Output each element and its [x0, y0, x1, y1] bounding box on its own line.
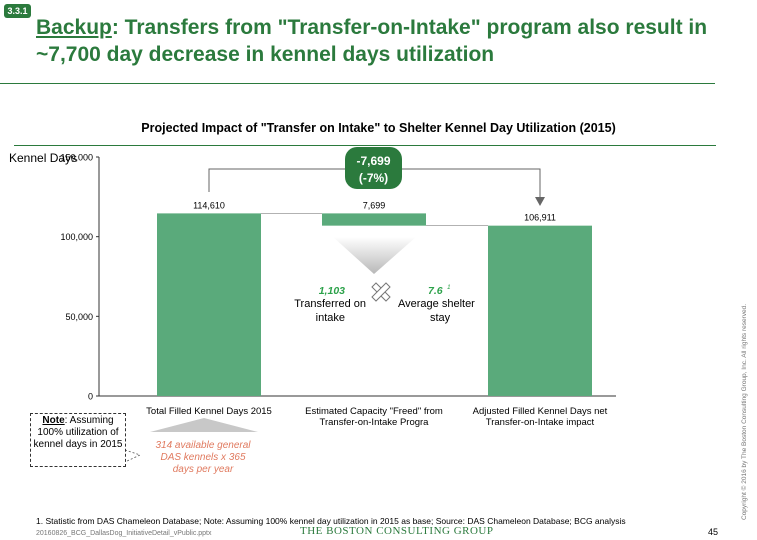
category-label: Adjusted Filled Kennel Days net: [473, 406, 608, 417]
driver-left-label: intake: [316, 312, 345, 324]
driver-right-footnote-mark: 1: [447, 284, 451, 291]
kennel-note-2: DAS kennels x 365: [160, 452, 246, 463]
driver-left-label: Transferred on: [294, 298, 366, 310]
y-tick-label: 150,000: [60, 153, 93, 163]
slide-title: Backup: Transfers from "Transfer-on-Inta…: [36, 14, 736, 68]
change-value: -7,699: [356, 154, 390, 168]
bars: 114,610 Total Filled Kennel Days 2015 7,69…: [146, 200, 608, 428]
category-label: Total Filled Kennel Days 2015: [146, 406, 272, 417]
title-keyword: Backup: [36, 16, 112, 39]
y-tick-label: 100,000: [60, 232, 93, 242]
data-label: 114,610: [193, 200, 225, 210]
change-percent: (-7%): [359, 171, 388, 185]
arrow-down-icon: [535, 197, 545, 206]
bar: [157, 213, 261, 396]
data-label: 106,911: [524, 213, 556, 223]
chart-title: Projected Impact of "Transfer on Intake"…: [141, 121, 616, 135]
y-tick-label: 50,000: [65, 312, 93, 322]
copyright: Copyright © 2016 by The Boston Consultin…: [741, 303, 748, 520]
note-box: Note: Assuming 100% utilization of kenne…: [30, 413, 126, 467]
data-label: 7,699: [363, 200, 386, 210]
chart-title-divider: [14, 145, 716, 146]
page-number: 45: [708, 527, 719, 537]
section-badge: 3.3.1: [4, 4, 31, 18]
kennel-note-3: days per year: [172, 464, 234, 475]
decomposition-triangle: [333, 237, 416, 274]
pointer-triangle: [150, 418, 258, 432]
driver-right-label: stay: [430, 312, 451, 324]
category-label: Transfer-on-Intake Progra: [320, 417, 430, 428]
multiply-cross-icon: [371, 282, 391, 302]
title-divider: [0, 83, 715, 84]
change-callout: [345, 147, 402, 189]
footnote: 1. Statistic from DAS Chameleon Database…: [36, 516, 626, 526]
kennel-calc-note: 314 available general DAS kennels x 365 …: [144, 440, 262, 476]
bar: [488, 225, 592, 396]
note-text-2: 100% utilization of: [37, 427, 119, 438]
title-text: : Transfers from "Transfer-on-Intake" pr…: [36, 16, 708, 66]
file-name: 20160826_BCG_DallasDog_InitiativeDetail_…: [36, 530, 212, 537]
driver-left-value: 1,103: [319, 285, 345, 297]
note-heading: Note: [42, 415, 65, 426]
note-connector: [124, 449, 142, 463]
category-label: Transfer-on-Intake impact: [486, 417, 595, 428]
driver-right-label: Average shelter: [398, 298, 475, 310]
bar: [322, 213, 426, 226]
firm-logo-text: THE BOSTON CONSULTING GROUP: [300, 525, 494, 537]
driver-right-value: 7.6: [428, 285, 443, 297]
kennel-note-1: 314 available general: [155, 440, 251, 451]
y-tick-label: 0: [88, 392, 93, 402]
note-text-1: : Assuming: [64, 415, 114, 426]
note-text-3: kennel days in 2015: [33, 439, 123, 450]
category-label: Estimated Capacity "Freed" from: [305, 406, 443, 417]
connectors: [261, 212, 488, 227]
y-axis-label: Kennel Days: [9, 151, 78, 165]
